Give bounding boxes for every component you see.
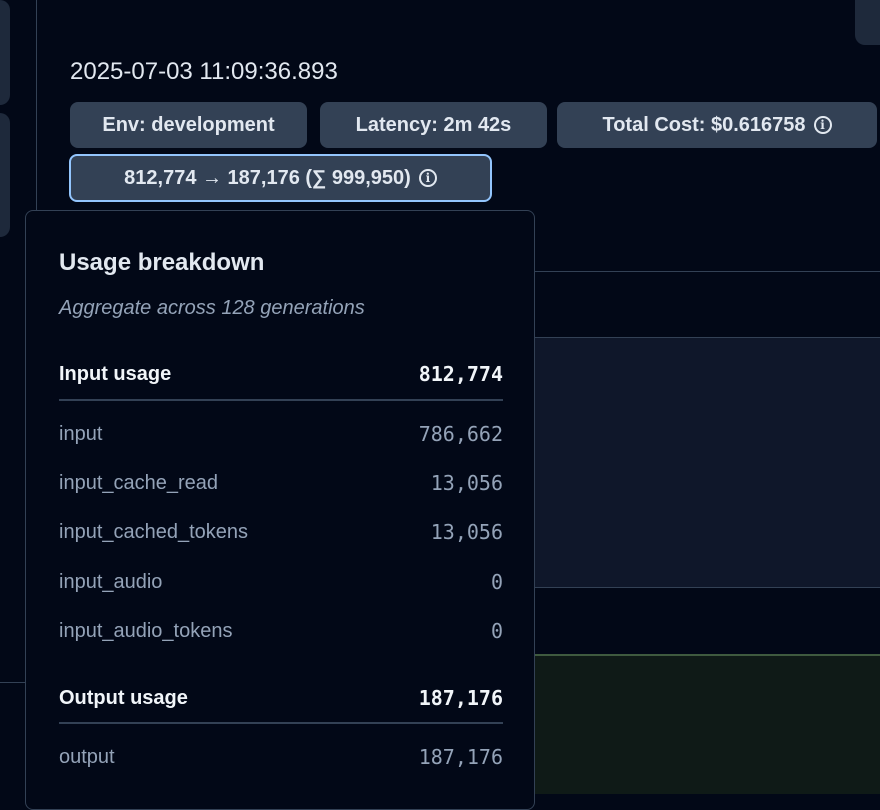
trace-timestamp: 2025-07-03 11:09:36.893: [70, 58, 338, 85]
usage-row-label: output: [59, 745, 115, 768]
output-usage-label: Output usage: [59, 686, 188, 709]
usage-row: input_audio 0: [59, 567, 503, 597]
env-badge-label: Env: development: [102, 113, 275, 136]
token-usage-label: 812,774 → 187,176 (∑ 999,950): [124, 166, 411, 189]
left-panel-block: [0, 113, 10, 237]
total-cost-label: Total Cost: $0.616758: [602, 113, 806, 136]
popover-title: Usage breakdown: [59, 249, 265, 276]
usage-row-value: 786,662: [418, 422, 503, 446]
section-divider: [535, 271, 880, 272]
usage-row-value: 13,056: [430, 520, 503, 544]
input-usage-total: 812,774: [418, 362, 503, 386]
input-usage-header: Input usage 812,774: [59, 359, 503, 389]
usage-row: input_cache_read 13,056: [59, 468, 503, 498]
info-icon[interactable]: i: [813, 116, 832, 134]
usage-row-value: 13,056: [430, 471, 503, 495]
usage-row: input 786,662: [59, 419, 503, 449]
usage-row: output 187,176: [59, 742, 503, 772]
usage-row-value: 0: [490, 619, 503, 643]
divider: [59, 399, 503, 401]
latency-badge-label: Latency: 2m 42s: [355, 113, 512, 136]
usage-row-label: input_cache_read: [59, 471, 219, 494]
output-usage-header: Output usage 187,176: [59, 683, 503, 713]
total-cost-badge[interactable]: Total Cost: $0.616758 i: [557, 102, 877, 148]
usage-row-label: input_audio_tokens: [59, 619, 233, 642]
env-badge: Env: development: [70, 102, 307, 148]
usage-row-value: 187,176: [418, 745, 503, 769]
usage-row-label: input_cached_tokens: [59, 520, 249, 543]
latency-badge: Latency: 2m 42s: [320, 102, 547, 148]
info-icon[interactable]: i: [418, 169, 437, 187]
usage-row-label: input_audio: [59, 570, 163, 593]
token-usage-badge[interactable]: 812,774 → 187,176 (∑ 999,950) i: [69, 154, 492, 202]
usage-breakdown-popover: Usage breakdown Aggregate across 128 gen…: [25, 210, 535, 810]
left-panel-block: [0, 0, 10, 105]
usage-row: input_audio_tokens 0: [59, 616, 503, 646]
output-usage-total: 187,176: [418, 686, 503, 710]
output-panel: [535, 654, 880, 794]
top-right-button[interactable]: [855, 0, 880, 45]
left-divider-line: [0, 682, 25, 683]
content-panel: [535, 337, 880, 588]
usage-row-label: input: [59, 422, 103, 445]
popover-subtitle: Aggregate across 128 generations: [59, 297, 365, 319]
usage-row: input_cached_tokens 13,056: [59, 517, 503, 547]
usage-row-value: 0: [490, 570, 503, 594]
input-usage-label: Input usage: [59, 362, 172, 385]
divider: [59, 722, 503, 724]
